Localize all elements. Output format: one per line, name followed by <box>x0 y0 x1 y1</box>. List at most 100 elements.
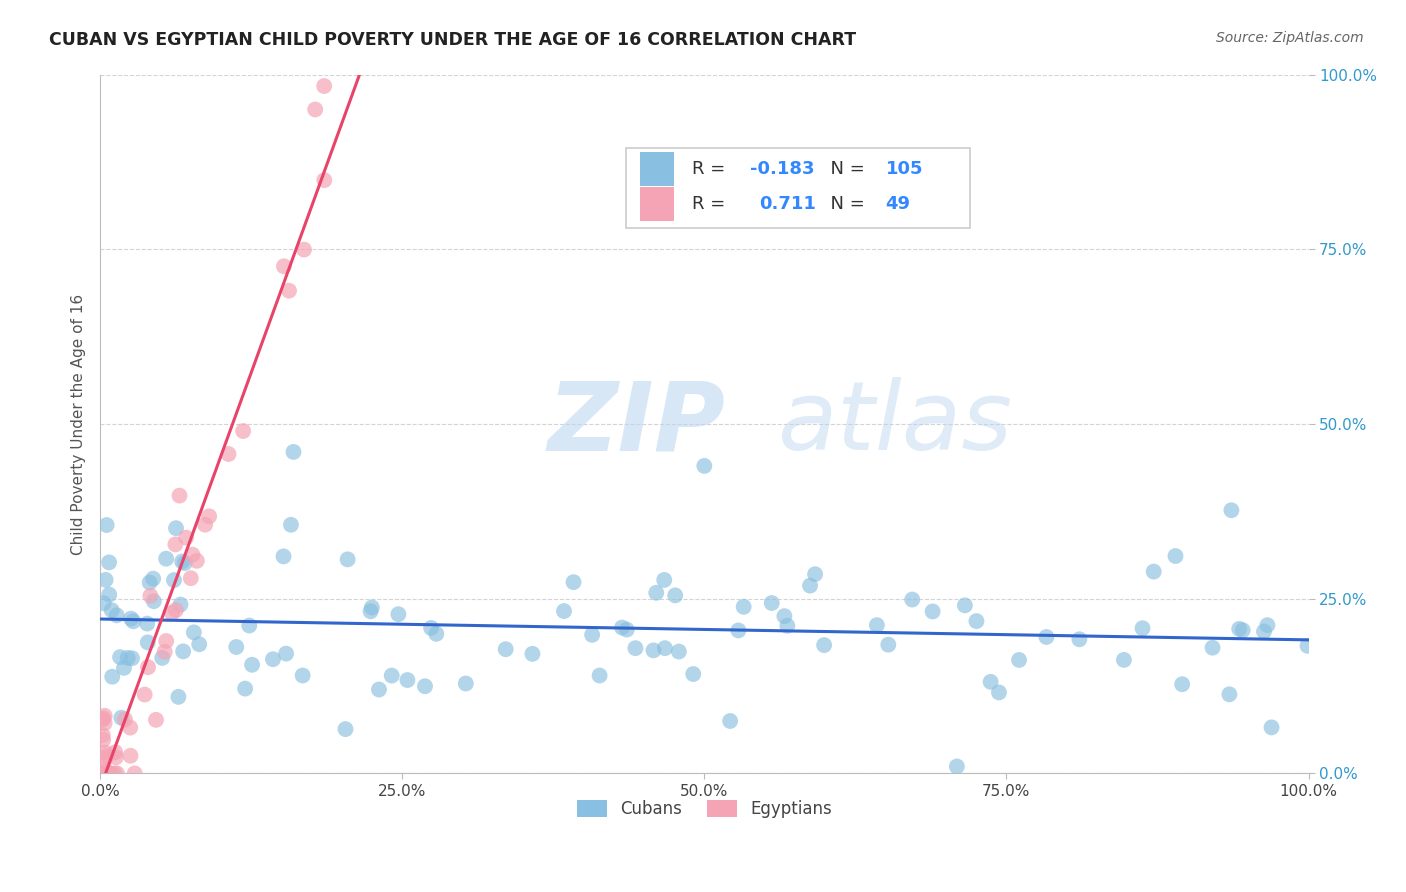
Point <box>314 173 336 187</box>
Point <box>104 750 127 764</box>
Point <box>773 609 796 624</box>
Text: 49: 49 <box>886 194 911 213</box>
Point <box>988 685 1011 699</box>
Point <box>155 634 177 648</box>
Point <box>93 596 115 610</box>
FancyBboxPatch shape <box>640 187 673 220</box>
Point <box>420 621 443 635</box>
Point <box>134 688 156 702</box>
Point <box>110 711 132 725</box>
Point <box>668 644 690 658</box>
Point <box>98 555 121 569</box>
Y-axis label: Child Poverty Under the Age of 16: Child Poverty Under the Age of 16 <box>72 293 86 555</box>
Point <box>1253 624 1275 639</box>
Point <box>360 604 382 618</box>
Point <box>155 551 177 566</box>
Point <box>553 604 575 618</box>
Point <box>163 573 186 587</box>
Point <box>877 638 900 652</box>
Point <box>145 713 167 727</box>
Point <box>314 78 336 93</box>
Point <box>165 603 187 617</box>
Point <box>142 594 165 608</box>
Point <box>562 575 585 590</box>
Point <box>645 586 668 600</box>
Point <box>136 660 159 674</box>
Text: N =: N = <box>820 160 870 178</box>
Point <box>174 531 197 545</box>
Point <box>413 679 436 693</box>
Point <box>93 766 115 780</box>
Point <box>172 644 194 658</box>
Point <box>150 651 173 665</box>
Point <box>274 647 297 661</box>
Point <box>304 103 326 117</box>
Text: ZIP: ZIP <box>547 377 725 470</box>
Point <box>181 548 204 562</box>
Point <box>1008 653 1031 667</box>
Point <box>733 599 755 614</box>
Point <box>1256 618 1278 632</box>
Point <box>160 606 183 620</box>
Point <box>616 623 638 637</box>
Point <box>104 745 127 759</box>
Point <box>610 621 633 635</box>
Point <box>946 759 969 773</box>
Point <box>180 571 202 585</box>
Point <box>1260 720 1282 734</box>
Point <box>139 589 162 603</box>
Point <box>866 618 889 632</box>
Point <box>278 284 301 298</box>
Point <box>142 572 165 586</box>
Point <box>117 651 139 665</box>
Text: CUBAN VS EGYPTIAN CHILD POVERTY UNDER THE AGE OF 16 CORRELATION CHART: CUBAN VS EGYPTIAN CHILD POVERTY UNDER TH… <box>49 31 856 49</box>
Point <box>495 642 517 657</box>
Point <box>91 766 114 780</box>
Point <box>262 652 284 666</box>
Point <box>980 674 1002 689</box>
Text: Source: ZipAtlas.com: Source: ZipAtlas.com <box>1216 31 1364 45</box>
Point <box>173 556 195 570</box>
Point <box>693 458 716 473</box>
Point <box>654 641 676 656</box>
Point <box>522 647 544 661</box>
Point <box>120 721 142 735</box>
Point <box>93 708 115 723</box>
Point <box>96 748 118 763</box>
Point <box>1143 565 1166 579</box>
Point <box>165 537 187 551</box>
Point <box>188 637 211 651</box>
Point <box>624 641 647 656</box>
Point <box>96 518 118 533</box>
Text: 0.711: 0.711 <box>759 194 815 213</box>
Point <box>425 627 447 641</box>
Point <box>153 645 176 659</box>
Text: -0.183: -0.183 <box>751 160 814 178</box>
Text: atlas: atlas <box>778 377 1012 470</box>
Point <box>273 260 295 274</box>
Point <box>1112 653 1135 667</box>
Point <box>114 713 136 727</box>
Point <box>194 517 217 532</box>
Point <box>136 635 159 649</box>
Point <box>1227 622 1250 636</box>
Point <box>283 445 305 459</box>
Point <box>120 612 142 626</box>
Point <box>804 567 827 582</box>
Point <box>387 607 409 622</box>
Point <box>238 618 260 632</box>
Point <box>799 579 821 593</box>
Point <box>682 667 704 681</box>
Point <box>292 243 315 257</box>
Point <box>98 766 121 780</box>
Point <box>232 424 254 438</box>
Point <box>1232 623 1254 637</box>
Point <box>1220 503 1243 517</box>
Point <box>186 554 208 568</box>
Point <box>165 521 187 535</box>
Point <box>965 614 987 628</box>
Point <box>664 588 686 602</box>
Point <box>1035 630 1057 644</box>
Point <box>727 624 749 638</box>
Point <box>105 766 128 780</box>
